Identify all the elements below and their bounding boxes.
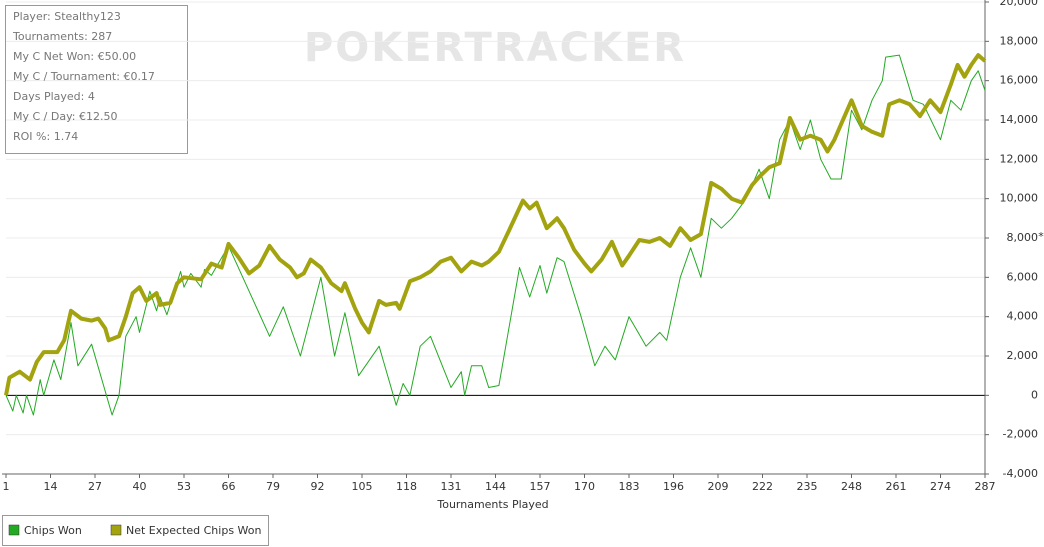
legend <box>2 515 269 546</box>
x-tick-label: 209 <box>708 480 729 493</box>
x-tick-label: 183 <box>619 480 640 493</box>
x-tick-label: 1 <box>3 480 10 493</box>
x-tick-label: 274 <box>930 480 951 493</box>
y-tick-label: 20,000 <box>1000 0 1039 8</box>
x-tick-label: 131 <box>441 480 462 493</box>
x-tick-label: 40 <box>133 480 147 493</box>
y-tick-label: -2,000 <box>1003 428 1038 441</box>
stat-line: ROI %: 1.74 <box>13 130 78 143</box>
x-tick-label: 144 <box>485 480 506 493</box>
x-tick-label: 53 <box>177 480 191 493</box>
stat-line: Tournaments: 287 <box>12 30 112 43</box>
x-tick-label: 92 <box>311 480 325 493</box>
x-tick-label: 235 <box>797 480 818 493</box>
x-tick-label: 27 <box>88 480 102 493</box>
series-line <box>5 54 986 416</box>
x-tick-label: 222 <box>752 480 773 493</box>
x-tick-label: 118 <box>396 480 417 493</box>
y-tick-label: 4,000 <box>1007 310 1039 323</box>
y-tick-label: 12,000 <box>1000 152 1039 165</box>
y-tick-label: 2,000 <box>1007 349 1039 362</box>
stat-line: My C / Tournament: €0.17 <box>13 70 155 83</box>
x-tick-label: 170 <box>574 480 595 493</box>
stat-line: Player: Stealthy123 <box>13 10 121 23</box>
stats-box <box>5 5 188 154</box>
y-tick-label: 10,000 <box>1000 192 1039 205</box>
legend-swatch <box>8 524 20 536</box>
x-tick-label: 79 <box>266 480 280 493</box>
x-tick-label: 196 <box>663 480 684 493</box>
y-tick-label: 0 <box>1031 388 1038 401</box>
x-tick-label: 261 <box>886 480 907 493</box>
y-tick-label: -4,000 <box>1003 467 1038 480</box>
y-tick-label: 14,000 <box>1000 113 1039 126</box>
watermark: POKERTRACKER <box>304 25 686 71</box>
y-axis-label: * <box>1038 230 1044 243</box>
y-tick-label: 8,000 <box>1007 231 1039 244</box>
series-line <box>4 53 987 396</box>
stat-line: My C Net Won: €50.00 <box>13 50 136 63</box>
x-tick-label: 105 <box>352 480 373 493</box>
x-tick-label: 248 <box>841 480 862 493</box>
y-tick-label: 16,000 <box>1000 74 1039 87</box>
stat-line: Days Played: 4 <box>13 90 95 103</box>
x-axis-label: Tournaments Played <box>436 498 548 511</box>
legend-swatch <box>110 524 122 536</box>
x-tick-label: 287 <box>975 480 996 493</box>
legend-label: Chips Won <box>24 524 82 537</box>
x-tick-label: 14 <box>44 480 58 493</box>
x-tick-label: 66 <box>222 480 236 493</box>
stat-line: My C / Day: €12.50 <box>13 110 118 123</box>
y-tick-label: 18,000 <box>1000 34 1039 47</box>
y-tick-label: 6,000 <box>1007 270 1039 283</box>
x-tick-label: 157 <box>530 480 551 493</box>
legend-label: Net Expected Chips Won <box>126 524 262 537</box>
